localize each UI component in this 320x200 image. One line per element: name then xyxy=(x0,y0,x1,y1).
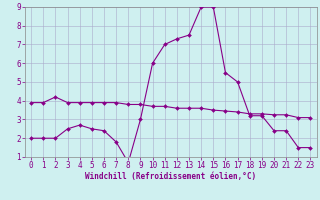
X-axis label: Windchill (Refroidissement éolien,°C): Windchill (Refroidissement éolien,°C) xyxy=(85,172,256,181)
